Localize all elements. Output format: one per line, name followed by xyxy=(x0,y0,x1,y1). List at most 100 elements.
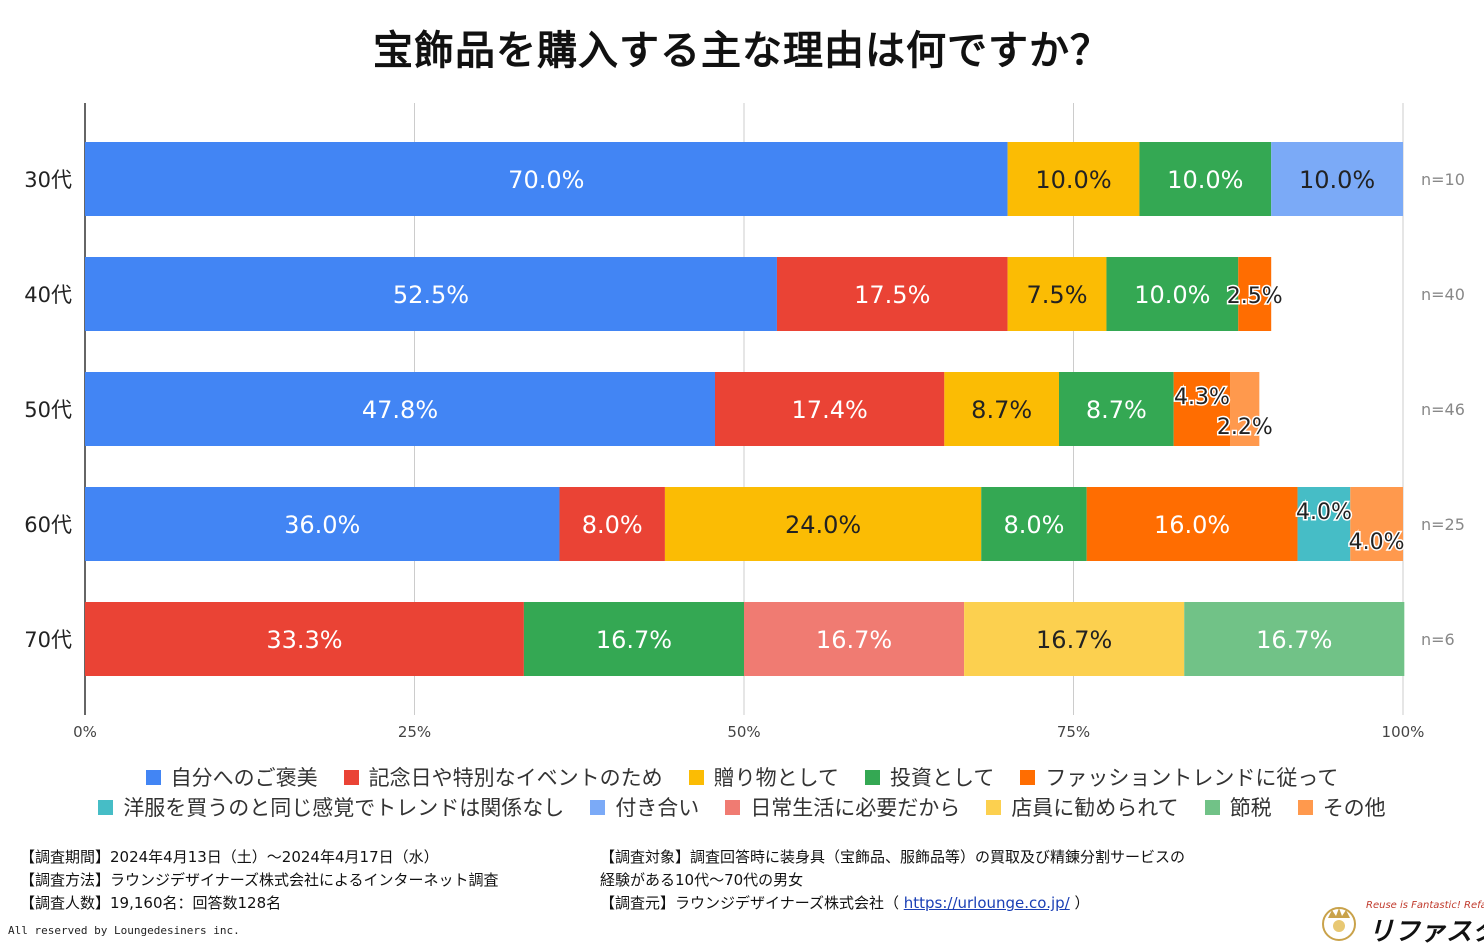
legend-swatch xyxy=(986,799,1002,815)
bar-segment xyxy=(1297,487,1351,561)
stacked-bar-chart: 70.0% 10.0% 10.0% 10.0% 52.5% 17.5% 7.5% 10.0% 2… xyxy=(24,103,1465,741)
data-label: 2.2% xyxy=(1217,415,1273,440)
survey-target-cont: 経験がある10代～70代の男女 xyxy=(600,871,804,889)
footer-left: 【調査期間】2024年4月13日（土）～2024年4月17日（水） 【調査方法】… xyxy=(20,846,499,915)
chart-title: 宝飾品を購入する主な理由は何ですか？ xyxy=(373,28,1111,74)
bar-segment xyxy=(1086,487,1298,561)
legend-label: 日常生活に必要だから xyxy=(750,796,961,820)
data-label: 16.7% xyxy=(816,626,892,654)
data-label: 4.3% xyxy=(1174,385,1230,410)
legend-item: 付き合い xyxy=(590,792,699,822)
data-label: 8.0% xyxy=(582,511,643,539)
data-label: 10.0% xyxy=(1134,281,1210,309)
refasta-logo: Reuse is Fantastic! Refasta リファスタ xyxy=(1318,900,1484,947)
data-label: 16.7% xyxy=(596,626,672,654)
bar-segment xyxy=(1230,372,1260,446)
data-label: 16.7% xyxy=(1036,626,1112,654)
data-label: 36.0% xyxy=(284,511,360,539)
y-category-label: 60代 xyxy=(24,513,72,537)
legend-row-2: 洋服を買うのと同じ感覚でトレンドは関係なし 付き合い 日常生活に必要だから 店員に勧め… xyxy=(0,792,1484,822)
bar-segment xyxy=(1106,257,1239,331)
legend-swatch xyxy=(865,769,881,785)
legend-swatch xyxy=(688,769,704,785)
data-label: 24.0% xyxy=(785,511,861,539)
legend-row-1: 自分へのご褒美 記念日や特別なイベントのため 贈り物として 投資として ファッショントレ… xyxy=(0,762,1484,792)
x-tick-label: 100% xyxy=(1382,723,1425,741)
legend-label: その他 xyxy=(1322,796,1386,820)
y-category-label: 30代 xyxy=(24,168,72,192)
bar-segment xyxy=(776,257,1008,331)
bar-segment xyxy=(1007,142,1140,216)
legend-label: 節税 xyxy=(1229,796,1272,820)
bar-segments xyxy=(85,142,1405,676)
x-tick-label: 50% xyxy=(727,723,760,741)
y-category-label: 40代 xyxy=(24,283,72,307)
survey-period: 【調査期間】2024年4月13日（土）～2024年4月17日（水） xyxy=(20,848,439,866)
data-label: 47.8% xyxy=(362,396,438,424)
legend-item: 自分へのご褒美 xyxy=(145,762,318,792)
bar-segment xyxy=(1007,257,1107,331)
data-label: 70.0% xyxy=(508,166,584,194)
legend-item: ファッショントレンドに従って xyxy=(1020,762,1338,792)
bar-segment xyxy=(1350,487,1403,561)
legend-item: 投資として xyxy=(865,762,994,792)
data-label: 7.5% xyxy=(1027,281,1088,309)
legend-label: 記念日や特別なイベントのため xyxy=(368,766,663,790)
data-label: 4.0% xyxy=(1296,500,1352,525)
legend-item: その他 xyxy=(1297,792,1386,822)
legend-label: 店員に勧められて xyxy=(1011,796,1179,820)
legend-label: 洋服を買うのと同じ感覚でトレンドは関係なし xyxy=(123,796,565,820)
footer-right: 【調査対象】調査回答時に装身具（宝飾品、服飾品等）の買取及び精錬分割サービスの … xyxy=(600,846,1185,915)
y-category-label: 50代 xyxy=(24,398,72,422)
bar-segment xyxy=(85,602,524,676)
sample-size-label: n=25 xyxy=(1421,515,1465,534)
data-label: 2.5% xyxy=(1227,284,1283,309)
bar-segment xyxy=(1173,372,1231,446)
legend-label: 付き合い xyxy=(615,796,700,820)
copyright-text: All reserved by Loungedesiners inc. xyxy=(8,924,240,937)
sample-size-label: n=10 xyxy=(1421,170,1465,189)
data-label: 17.5% xyxy=(854,281,930,309)
legend-swatch xyxy=(1204,799,1220,815)
data-label: 10.0% xyxy=(1035,166,1111,194)
bar-segment xyxy=(744,602,965,676)
bar-segment xyxy=(715,372,945,446)
bar-segment xyxy=(85,142,1008,216)
crown-emblem-icon xyxy=(1322,907,1356,941)
data-label: 16.7% xyxy=(1256,626,1332,654)
x-tick-label: 75% xyxy=(1057,723,1090,741)
bar-segment xyxy=(1238,257,1272,331)
legend-swatch xyxy=(98,799,114,815)
legend-label: ファッショントレンドに従って xyxy=(1045,766,1339,790)
survey-source-prefix: 【調査元】ラウンジデザイナーズ株式会社（ xyxy=(600,894,904,912)
legend-item: 記念日や特別なイベントのため xyxy=(343,762,663,792)
data-labels: 70.0% 10.0% 10.0% 10.0% 52.5% 17.5% 7.5% 10.0% 2… xyxy=(266,166,1406,654)
data-label: 17.4% xyxy=(792,396,868,424)
survey-target: 【調査対象】調査回答時に装身具（宝飾品、服飾品等）の買取及び精錬分割サービスの xyxy=(600,848,1186,866)
legend-swatch xyxy=(590,799,606,815)
data-label: 16.0% xyxy=(1154,511,1230,539)
survey-source-suffix: ） xyxy=(1069,894,1090,912)
legend-swatch xyxy=(1020,769,1036,785)
legend-item: 贈り物として xyxy=(688,762,839,792)
data-label: 8.7% xyxy=(1086,396,1147,424)
bar-segment xyxy=(1271,142,1403,216)
sample-size-label: n=6 xyxy=(1421,630,1455,649)
legend-item: 店員に勧められて xyxy=(986,792,1179,822)
bar-segment xyxy=(981,487,1087,561)
bar-segment xyxy=(85,372,716,446)
legend-swatch xyxy=(1297,799,1313,815)
legend-item: 日常生活に必要だから xyxy=(725,792,960,822)
source-link[interactable]: https://urlounge.co.jp/ xyxy=(903,894,1070,912)
bar-segment xyxy=(85,487,560,561)
data-label: 52.5% xyxy=(393,281,469,309)
data-label: 10.0% xyxy=(1167,166,1243,194)
bar-segment xyxy=(1139,142,1272,216)
data-label: 8.7% xyxy=(971,396,1032,424)
survey-method: 【調査方法】ラウンジデザイナーズ株式会社によるインターネット調査 xyxy=(20,871,499,889)
sample-size-label: n=46 xyxy=(1421,400,1465,419)
data-label: 33.3% xyxy=(266,626,342,654)
data-label: 10.0% xyxy=(1299,166,1375,194)
legend-label: 自分へのご褒美 xyxy=(170,766,318,790)
survey-source: 【調査元】ラウンジデザイナーズ株式会社（ https://urlounge.co… xyxy=(600,892,1185,915)
